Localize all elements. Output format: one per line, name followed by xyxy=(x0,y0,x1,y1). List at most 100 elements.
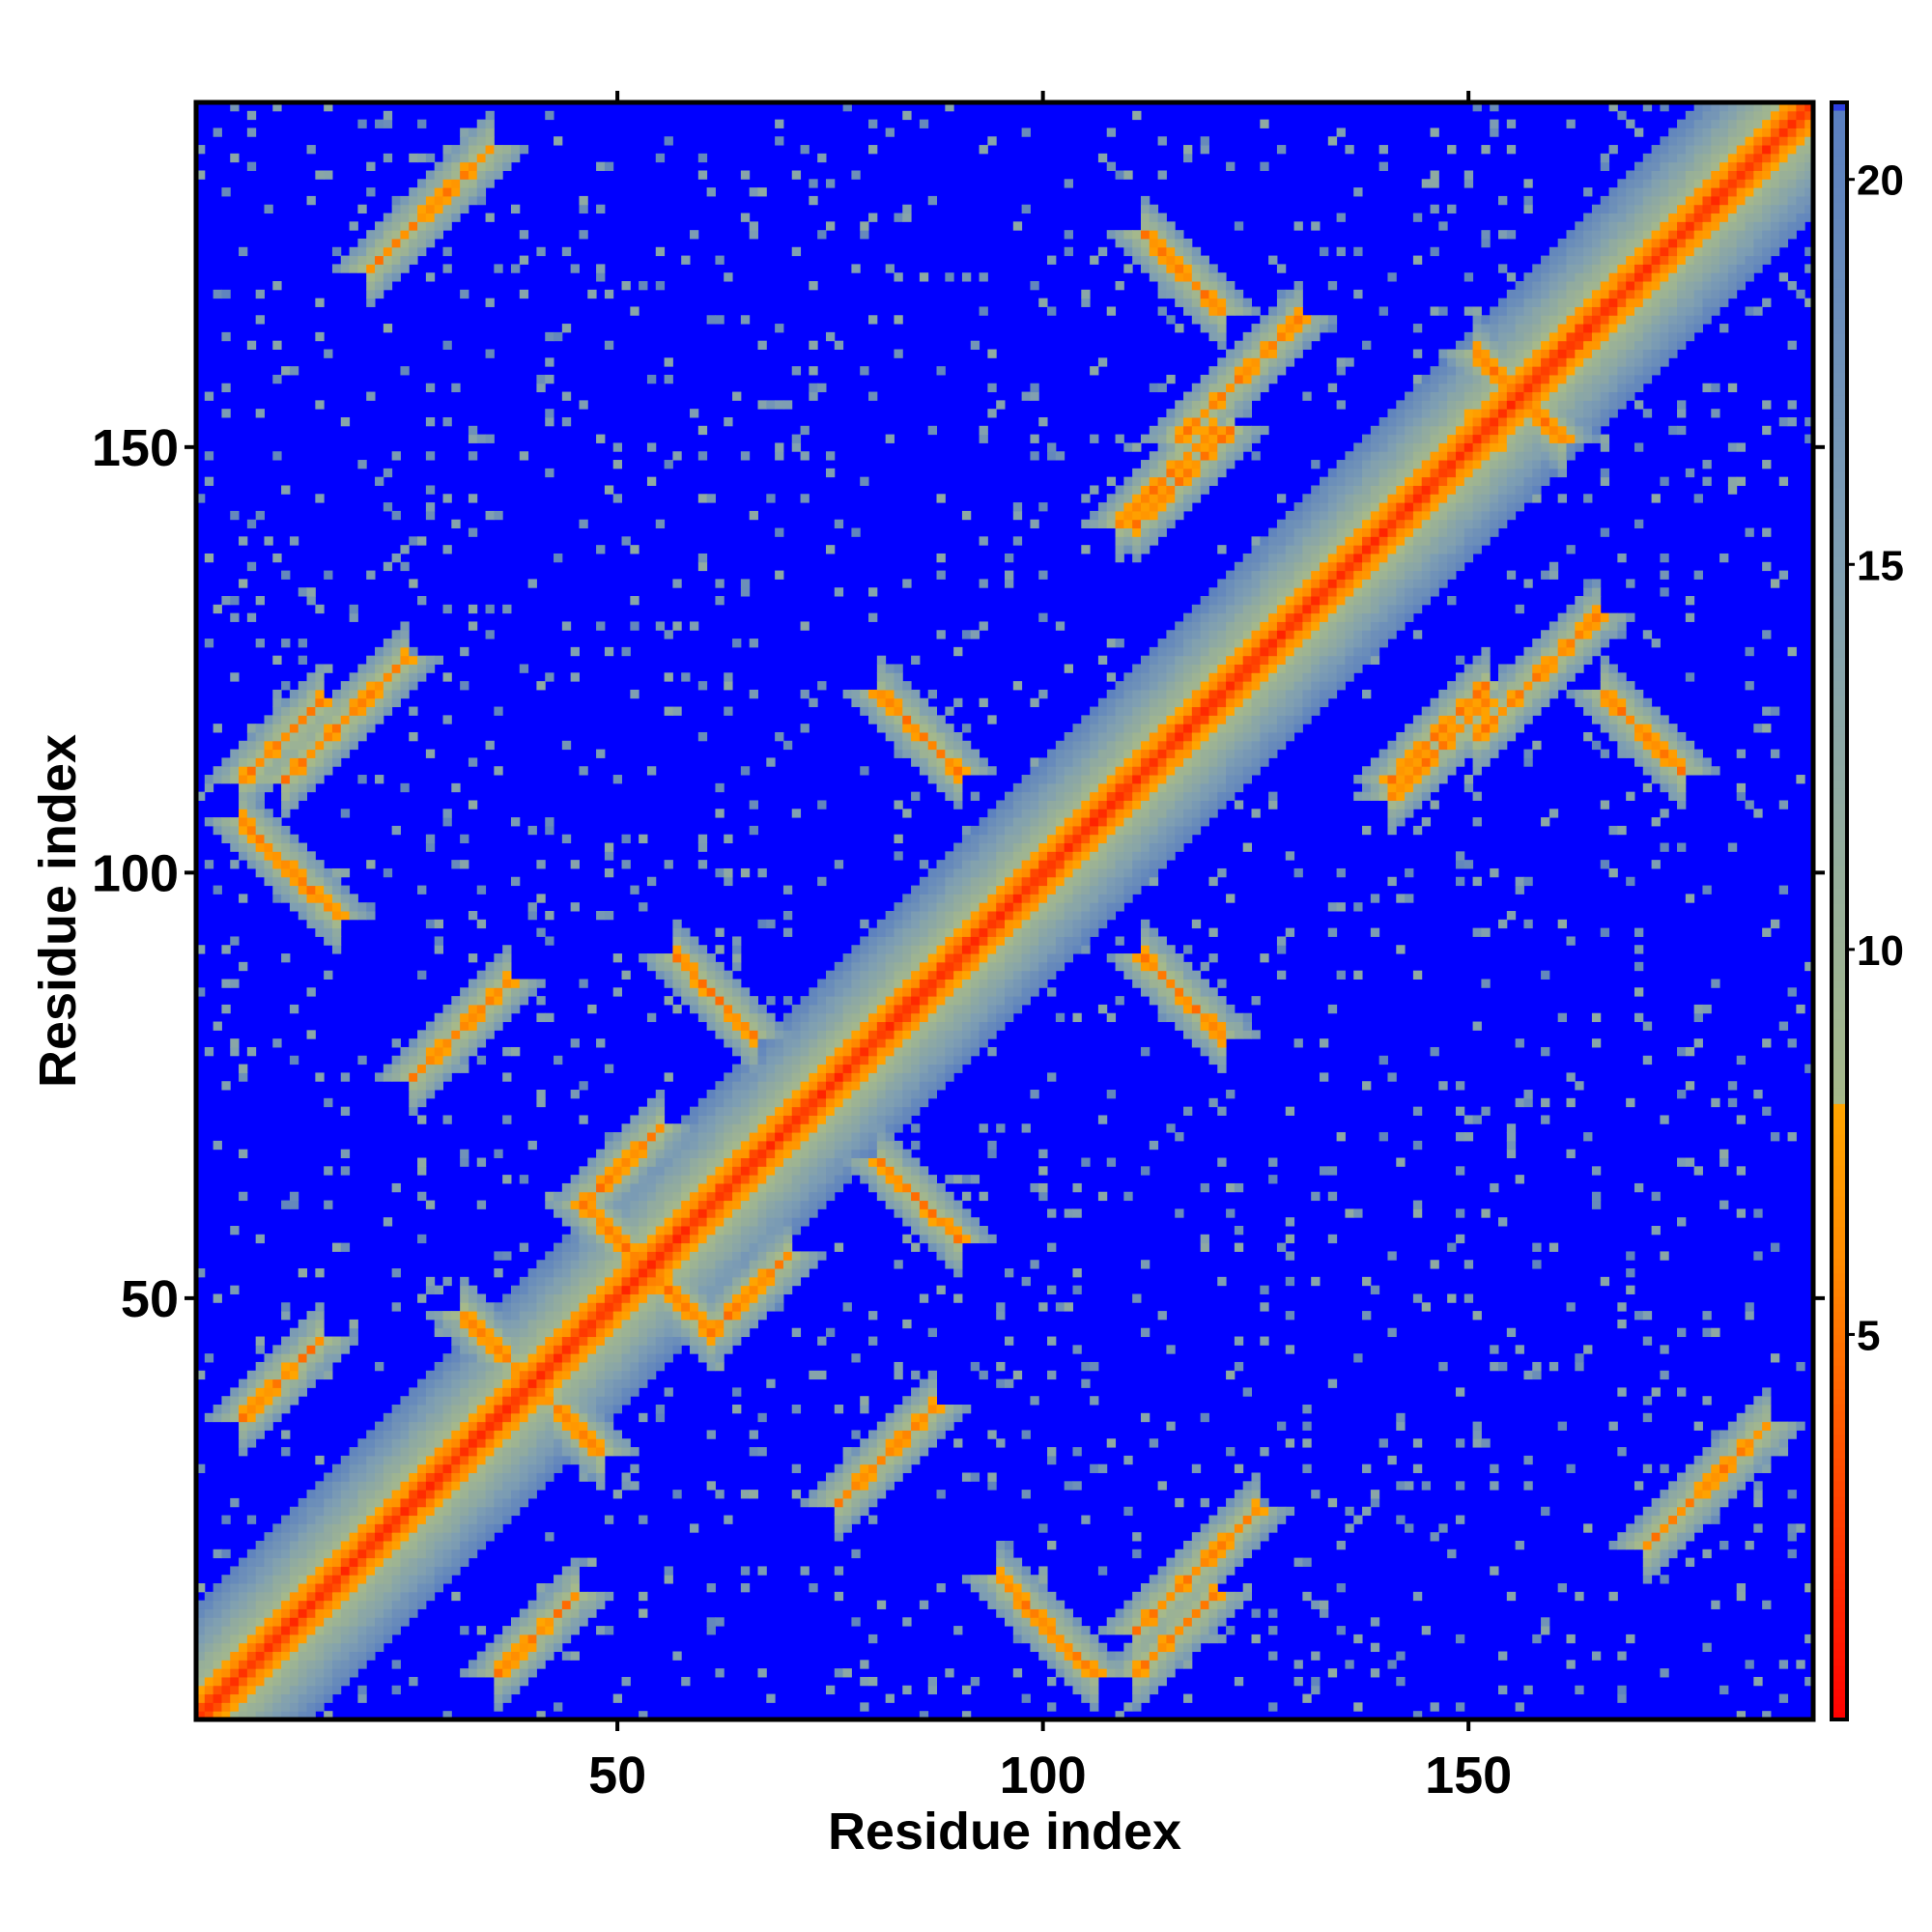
heatmap-cell xyxy=(1183,1583,1193,1593)
heatmap-cell xyxy=(545,1302,554,1312)
heatmap-cell xyxy=(927,1081,938,1091)
heatmap-cell xyxy=(1234,1515,1244,1524)
heatmap-cell xyxy=(987,961,997,972)
heatmap-cell xyxy=(357,1600,367,1609)
heatmap-cell xyxy=(1778,1421,1789,1431)
heatmap-cell xyxy=(894,1405,903,1414)
heatmap-cell xyxy=(502,1353,512,1363)
heatmap-cell xyxy=(596,1626,606,1635)
heatmap-cell xyxy=(1090,1685,1099,1695)
heatmap-cell xyxy=(902,919,912,929)
heatmap-cell xyxy=(383,1634,393,1644)
heatmap-cell xyxy=(817,1064,827,1073)
heatmap-cell xyxy=(1047,945,1057,954)
heatmap-cell xyxy=(1208,1004,1218,1014)
heatmap-cell xyxy=(510,1285,521,1294)
heatmap-cell xyxy=(1660,1463,1669,1473)
heatmap-cell xyxy=(894,1081,903,1091)
heatmap-cell xyxy=(809,1012,818,1023)
heatmap-cell xyxy=(1693,1038,1703,1048)
heatmap-cell xyxy=(690,970,699,980)
heatmap-cell xyxy=(425,1021,436,1031)
heatmap-cell xyxy=(630,1217,639,1227)
heatmap-cell xyxy=(987,987,997,997)
heatmap-cell xyxy=(860,1097,869,1108)
heatmap-cell xyxy=(1072,1182,1082,1193)
heatmap-cell xyxy=(357,1583,367,1593)
heatmap-cell xyxy=(298,1336,308,1346)
heatmap-cell xyxy=(1055,1668,1065,1678)
heatmap-cell xyxy=(1762,1711,1772,1720)
heatmap-cell xyxy=(349,1532,358,1542)
heatmap-cell xyxy=(681,961,691,972)
heatmap-cell xyxy=(221,1676,231,1687)
heatmap-cell xyxy=(697,1345,708,1354)
heatmap-cell xyxy=(485,1515,495,1524)
heatmap-cell xyxy=(621,1481,631,1491)
heatmap-cell xyxy=(510,1660,521,1669)
heatmap-cell xyxy=(527,1412,537,1423)
heatmap-cell xyxy=(1200,1583,1209,1593)
heatmap-cell xyxy=(527,1327,537,1338)
heatmap-cell xyxy=(860,1506,869,1517)
heatmap-cell xyxy=(230,1685,240,1695)
heatmap-cell xyxy=(1149,1660,1159,1669)
heatmap-cell xyxy=(1685,1557,1695,1567)
heatmap-cell xyxy=(791,1097,802,1108)
heatmap-cell xyxy=(213,885,222,895)
heatmap-cell xyxy=(1012,894,1023,903)
heatmap-cell xyxy=(961,953,972,963)
heatmap-cell xyxy=(298,1702,308,1712)
heatmap-cell xyxy=(460,1515,469,1524)
heatmap-cell xyxy=(1327,1668,1338,1678)
heatmap-cell xyxy=(570,1208,580,1218)
heatmap-cell xyxy=(1762,1387,1772,1397)
heatmap-cell xyxy=(1047,987,1057,997)
heatmap-cell xyxy=(1090,1361,1099,1372)
heatmap-cell xyxy=(706,987,716,997)
heatmap-cell xyxy=(876,1191,887,1202)
heatmap-cell xyxy=(911,936,921,946)
heatmap-cell xyxy=(1166,1600,1176,1609)
heatmap-cell xyxy=(706,1353,716,1363)
heatmap-cell xyxy=(672,1302,682,1312)
heatmap-cell xyxy=(1762,1038,1772,1048)
heatmap-cell xyxy=(460,1327,469,1338)
heatmap-cell xyxy=(740,1081,751,1091)
heatmap-cell xyxy=(1370,1668,1380,1678)
heatmap-cell xyxy=(1090,1702,1099,1712)
heatmap-cell xyxy=(417,1030,427,1039)
heatmap-cell xyxy=(409,1523,418,1533)
heatmap-cell xyxy=(724,1336,733,1346)
heatmap-cell xyxy=(221,1548,231,1559)
heatmap-cell xyxy=(1030,1600,1039,1609)
heatmap-cell xyxy=(1166,1591,1176,1602)
heatmap-cell xyxy=(876,961,887,972)
heatmap-cell xyxy=(485,1455,495,1465)
heatmap-cell xyxy=(809,1004,818,1014)
heatmap-cell xyxy=(927,1685,938,1695)
heatmap-cell xyxy=(239,1575,248,1584)
heatmap-cell xyxy=(902,1175,912,1184)
heatmap-cell xyxy=(434,1548,443,1559)
heatmap-cell xyxy=(425,1548,436,1559)
heatmap-cell xyxy=(697,1166,708,1176)
heatmap-cell xyxy=(1693,1455,1703,1465)
heatmap-cell xyxy=(902,1430,912,1439)
heatmap-cell xyxy=(1157,1481,1167,1491)
heatmap-cell xyxy=(527,1268,537,1278)
heatmap-cell xyxy=(911,919,921,929)
heatmap-cell xyxy=(690,1106,699,1116)
heatmap-cell xyxy=(1021,885,1031,895)
heatmap-cell xyxy=(1251,1515,1261,1524)
heatmap-cell xyxy=(1617,1685,1627,1695)
heatmap-cell xyxy=(800,1090,810,1099)
heatmap-cell xyxy=(1047,1608,1057,1618)
heatmap-cell xyxy=(375,1506,384,1517)
heatmap-cell xyxy=(945,1242,954,1252)
heatmap-cell xyxy=(639,1242,648,1252)
heatmap-cell xyxy=(315,1600,325,1609)
heatmap-cell xyxy=(911,1225,921,1236)
heatmap-cell xyxy=(519,1617,529,1627)
heatmap-cell xyxy=(860,1106,869,1116)
